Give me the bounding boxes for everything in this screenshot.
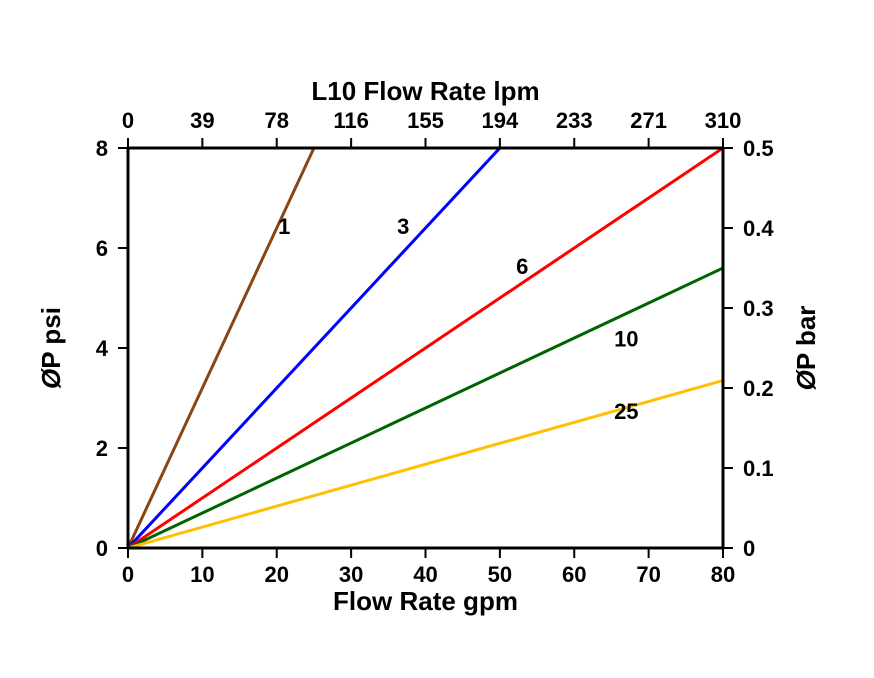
yl-tick-label: 0: [96, 536, 108, 561]
yr-tick-label: 0.2: [743, 376, 774, 401]
xb-tick-label: 10: [190, 562, 214, 587]
yl-tick-label: 2: [96, 436, 108, 461]
yr-tick-label: 0.5: [743, 136, 774, 161]
chart-svg: 1361025010203040506070800397811615519423…: [0, 0, 874, 678]
series-label-25: 25: [614, 399, 638, 424]
series-label-6: 6: [516, 254, 528, 279]
yr-tick-label: 0.1: [743, 456, 774, 481]
xt-tick-label: 116: [333, 108, 369, 133]
axis-title-right: ØP bar: [791, 306, 821, 391]
xt-tick-label: 0: [122, 108, 134, 133]
xb-tick-label: 0: [122, 562, 134, 587]
chart-container: 1361025010203040506070800397811615519423…: [0, 0, 874, 678]
series-label-3: 3: [397, 214, 409, 239]
yl-tick-label: 6: [96, 236, 108, 261]
xt-tick-label: 194: [482, 108, 519, 133]
xb-tick-label: 70: [636, 562, 660, 587]
yl-tick-label: 8: [96, 136, 108, 161]
xb-tick-label: 50: [488, 562, 512, 587]
xb-tick-label: 30: [339, 562, 363, 587]
yr-tick-label: 0: [743, 536, 755, 561]
xb-tick-label: 60: [562, 562, 586, 587]
series-label-10: 10: [614, 326, 638, 351]
yr-tick-label: 0.4: [743, 216, 774, 241]
axis-title-left: ØP psi: [36, 307, 66, 389]
xb-tick-label: 40: [413, 562, 437, 587]
yl-tick-label: 4: [96, 336, 109, 361]
xt-tick-label: 39: [190, 108, 214, 133]
series-label-1: 1: [278, 214, 290, 239]
xt-tick-label: 78: [265, 108, 289, 133]
axis-title-top: L10 Flow Rate lpm: [311, 76, 539, 106]
xb-tick-label: 80: [711, 562, 735, 587]
axis-title-bottom: Flow Rate gpm: [333, 586, 518, 616]
xt-tick-label: 310: [705, 108, 742, 133]
xt-tick-label: 271: [630, 108, 667, 133]
xb-tick-label: 20: [265, 562, 289, 587]
yr-tick-label: 0.3: [743, 296, 774, 321]
xt-tick-label: 233: [556, 108, 593, 133]
xt-tick-label: 155: [407, 108, 444, 133]
